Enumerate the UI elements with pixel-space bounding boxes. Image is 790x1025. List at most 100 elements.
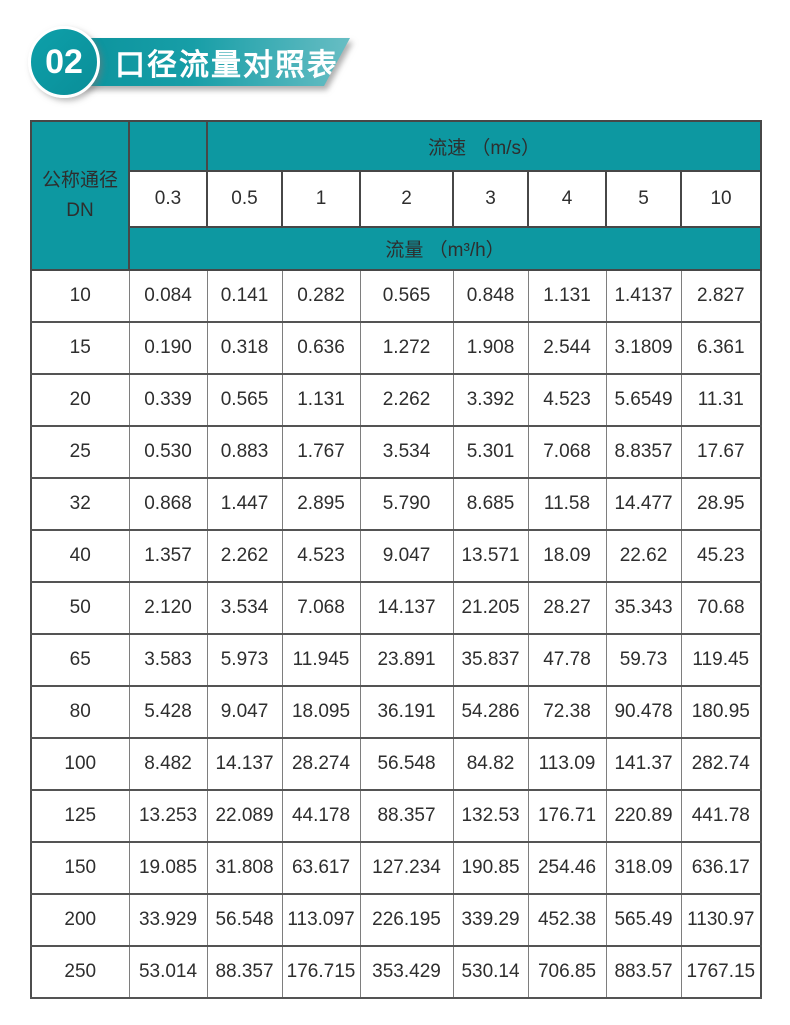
flow-value-cell: 88.357 xyxy=(359,789,454,843)
section-banner-shape: 口径流量对照表 xyxy=(62,38,350,86)
section-title: 口径流量对照表 xyxy=(115,49,339,82)
flow-value-cell: 70.68 xyxy=(680,581,762,635)
flow-value-cell: 4.523 xyxy=(527,373,607,427)
flow-value-cell: 0.883 xyxy=(206,425,283,479)
flow-value-cell: 0.339 xyxy=(128,373,208,427)
corner-header-cell: 公称通径 DN xyxy=(30,120,130,271)
table-row: 20 0.339 0.565 1.131 2.262 3.392 4.523 5… xyxy=(30,373,762,427)
table-row: 32 0.868 1.447 2.895 5.790 8.685 11.58 1… xyxy=(30,477,762,531)
table-row: 40 1.357 2.262 4.523 9.047 13.571 18.09 … xyxy=(30,529,762,583)
flow-value-cell: 1.447 xyxy=(206,477,283,531)
flow-value-cell: 8.8357 xyxy=(605,425,682,479)
flow-value-cell: 23.891 xyxy=(359,633,454,687)
flow-value-cell: 2.262 xyxy=(359,373,454,427)
flow-value-cell: 13.571 xyxy=(452,529,529,583)
section-number-badge: 02 xyxy=(28,26,100,98)
flow-value-cell: 18.09 xyxy=(527,529,607,583)
flow-value-cell: 0.848 xyxy=(452,269,529,323)
table-row: 150 19.085 31.808 63.617 127.234 190.85 … xyxy=(30,841,762,895)
flow-value-cell: 5.6549 xyxy=(605,373,682,427)
dn-cell: 25 xyxy=(30,425,130,479)
flow-value-cell: 44.178 xyxy=(281,789,361,843)
dn-cell: 250 xyxy=(30,945,130,999)
flow-value-cell: 530.14 xyxy=(452,945,529,999)
section-number: 02 xyxy=(45,42,83,81)
flow-value-cell: 318.09 xyxy=(605,841,682,895)
flow-value-cell: 282.74 xyxy=(680,737,762,791)
flow-value-cell: 2.827 xyxy=(680,269,762,323)
dn-cell: 100 xyxy=(30,737,130,791)
flow-value-cell: 56.548 xyxy=(359,737,454,791)
flow-value-cell: 63.617 xyxy=(281,841,361,895)
table-row: 250 53.014 88.357 176.715 353.429 530.14… xyxy=(30,945,762,999)
table-row: 50 2.120 3.534 7.068 14.137 21.205 28.27… xyxy=(30,581,762,635)
flow-value-cell: 0.565 xyxy=(359,269,454,323)
velocity-header-cell: 流速 （m/s） xyxy=(205,120,763,172)
flow-value-cell: 14.137 xyxy=(359,581,454,635)
flow-value-cell: 21.205 xyxy=(452,581,529,635)
flow-value-cell: 176.71 xyxy=(527,789,607,843)
flow-value-cell: 7.068 xyxy=(527,425,607,479)
flow-value-cell: 28.27 xyxy=(527,581,607,635)
flow-value-cell: 452.38 xyxy=(527,893,607,947)
flow-value-cell: 2.262 xyxy=(206,529,283,583)
flow-value-cell: 9.047 xyxy=(359,529,454,583)
flow-value-cell: 2.120 xyxy=(128,581,208,635)
flow-value-cell: 3.583 xyxy=(128,633,208,687)
flow-value-cell: 636.17 xyxy=(680,841,762,895)
flow-value-cell: 5.973 xyxy=(206,633,283,687)
empty-header-cell xyxy=(128,120,208,172)
flow-value-cell: 883.57 xyxy=(605,945,682,999)
flow-value-cell: 56.548 xyxy=(206,893,283,947)
dn-cell: 32 xyxy=(30,477,130,531)
flow-value-cell: 11.945 xyxy=(281,633,361,687)
dn-cell: 50 xyxy=(30,581,130,635)
flow-value-cell: 2.544 xyxy=(527,321,607,375)
table-row: 25 0.530 0.883 1.767 3.534 5.301 7.068 8… xyxy=(30,425,762,479)
velocity-value-cell: 0.3 xyxy=(128,170,208,228)
flow-value-cell: 36.191 xyxy=(359,685,454,739)
dn-cell: 40 xyxy=(30,529,130,583)
flow-value-cell: 88.357 xyxy=(206,945,283,999)
dn-cell: 125 xyxy=(30,789,130,843)
flow-value-cell: 2.895 xyxy=(281,477,361,531)
flow-value-cell: 7.068 xyxy=(281,581,361,635)
flow-value-cell: 28.274 xyxy=(281,737,361,791)
velocity-value-cell: 0.5 xyxy=(206,170,283,228)
velocity-value-cell: 1 xyxy=(281,170,361,228)
corner-label-cn: 公称通径 xyxy=(41,170,118,192)
velocity-value-cell: 10 xyxy=(679,170,763,228)
flow-value-cell: 113.09 xyxy=(527,737,607,791)
flow-value-cell: 3.392 xyxy=(452,373,529,427)
flow-value-cell: 22.62 xyxy=(605,529,682,583)
flow-value-cell: 11.31 xyxy=(680,373,762,427)
flow-value-cell: 22.089 xyxy=(206,789,283,843)
flow-value-cell: 254.46 xyxy=(527,841,607,895)
flow-value-cell: 565.49 xyxy=(605,893,682,947)
flow-value-cell: 19.085 xyxy=(128,841,208,895)
flow-value-cell: 339.29 xyxy=(452,893,529,947)
flow-header-cell: 流量 （m³/h） xyxy=(127,226,763,271)
flow-value-cell: 53.014 xyxy=(128,945,208,999)
flow-value-cell: 72.38 xyxy=(527,685,607,739)
flow-value-cell: 9.047 xyxy=(206,685,283,739)
dn-cell: 80 xyxy=(30,685,130,739)
flow-value-cell: 1130.97 xyxy=(680,893,762,947)
flow-value-cell: 441.78 xyxy=(680,789,762,843)
flow-value-cell: 33.929 xyxy=(128,893,208,947)
table-row: 125 13.253 22.089 44.178 88.357 132.53 1… xyxy=(30,789,762,843)
flow-value-cell: 1.272 xyxy=(359,321,454,375)
flow-value-cell: 1.767 xyxy=(281,425,361,479)
flow-value-cell: 5.428 xyxy=(128,685,208,739)
table-row: 10 0.084 0.141 0.282 0.565 0.848 1.131 1… xyxy=(30,269,762,323)
flow-value-cell: 180.95 xyxy=(680,685,762,739)
flow-value-cell: 0.282 xyxy=(281,269,361,323)
flow-value-cell: 0.141 xyxy=(206,269,283,323)
flow-value-cell: 0.318 xyxy=(206,321,283,375)
flow-value-cell: 54.286 xyxy=(452,685,529,739)
velocity-value-cell: 2 xyxy=(359,170,454,228)
flow-value-cell: 14.477 xyxy=(605,477,682,531)
flow-value-cell: 113.097 xyxy=(281,893,361,947)
section-banner: 口径流量对照表 xyxy=(62,38,350,86)
flow-value-cell: 28.95 xyxy=(680,477,762,531)
